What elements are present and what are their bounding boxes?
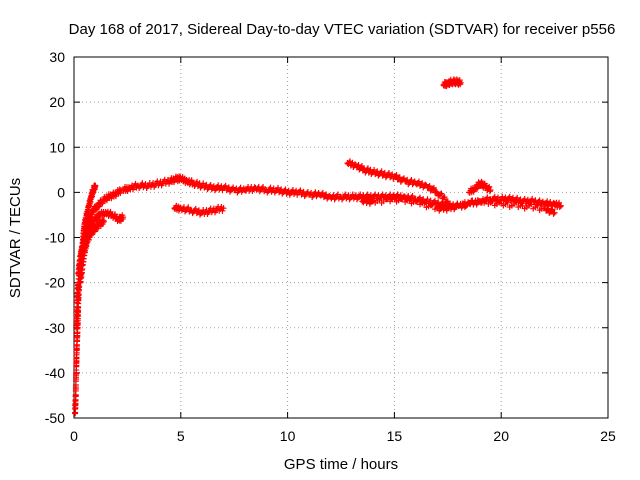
data-point: [468, 197, 475, 204]
data-point: [220, 205, 227, 212]
series-arc: [344, 158, 451, 206]
data-point: [440, 194, 447, 201]
x-tick-label: 0: [70, 428, 78, 444]
data-point: [421, 199, 428, 206]
data-point: [486, 188, 493, 195]
data-point: [550, 210, 557, 217]
data-point: [548, 207, 555, 214]
data-point: [437, 191, 444, 198]
data-point: [513, 199, 520, 206]
data-point: [534, 202, 541, 209]
data-point: [430, 184, 437, 191]
data-point: [422, 181, 429, 188]
data-point: [117, 190, 124, 197]
data-point: [556, 199, 563, 206]
data-point: [107, 208, 114, 215]
y-tick-label: -20: [45, 275, 65, 291]
data-point: [429, 201, 436, 208]
series-tail-4: [77, 217, 107, 286]
x-tick-label: 10: [280, 428, 296, 444]
data-point: [544, 206, 551, 213]
y-axis-label: SDTVAR / TECUs: [7, 178, 24, 298]
y-tick-label: 10: [49, 139, 65, 155]
x-tick-label: 5: [177, 428, 185, 444]
data-point: [358, 163, 365, 170]
data-point: [395, 175, 402, 182]
x-tick-label: 20: [493, 428, 509, 444]
series-main-low: [359, 194, 558, 217]
data-point: [100, 218, 107, 225]
data-point: [399, 194, 406, 201]
data-point: [393, 172, 400, 179]
data-point: [483, 196, 490, 203]
data-point: [457, 79, 464, 86]
data-point: [528, 201, 535, 208]
x-tick-label: 15: [387, 428, 403, 444]
data-point: [549, 206, 556, 213]
grid: [74, 57, 608, 418]
data-point: [438, 190, 445, 197]
data-point: [406, 196, 413, 203]
data-point: [433, 188, 440, 195]
x-tick-label: 25: [600, 428, 616, 444]
series-outlier: [440, 76, 464, 90]
data-points: [72, 76, 565, 417]
data-point: [486, 183, 493, 190]
data-point: [414, 196, 421, 203]
data-point: [545, 205, 552, 212]
series-segment-low: [171, 202, 227, 218]
y-tick-label: -40: [45, 365, 65, 381]
data-point: [441, 194, 448, 201]
data-point: [188, 177, 195, 184]
series-bump: [466, 178, 494, 196]
axis-ticks: 0 5 10 15 20 25 -50 -40 -30 -20 -10 0 10 20 30: [45, 49, 616, 444]
data-point: [556, 204, 563, 211]
y-tick-label: -50: [45, 410, 65, 426]
data-point: [347, 194, 354, 201]
data-point: [368, 197, 375, 204]
data-point: [384, 194, 391, 201]
y-tick-label: -30: [45, 320, 65, 336]
data-point: [444, 198, 451, 205]
x-axis-label: GPS time / hours: [284, 456, 398, 473]
data-point: [551, 209, 558, 216]
data-point: [429, 185, 436, 192]
chart-title: Day 168 of 2017, Sidereal Day-to-day VTE…: [69, 21, 616, 38]
y-tick-label: 0: [57, 184, 65, 200]
data-point: [459, 200, 466, 207]
data-point: [487, 187, 494, 194]
data-point: [219, 207, 226, 214]
y-tick-label: 20: [49, 94, 65, 110]
data-point: [120, 214, 127, 221]
data-point: [376, 196, 383, 203]
data-point: [489, 198, 496, 205]
data-point: [497, 196, 504, 203]
data-point: [396, 174, 403, 181]
data-point: [392, 173, 399, 180]
data-point: [401, 175, 408, 182]
data-point: [504, 199, 511, 206]
data-point: [426, 183, 433, 190]
data-point: [558, 202, 565, 209]
y-tick-label: -10: [45, 230, 65, 246]
data-point: [541, 203, 548, 210]
data-point: [425, 183, 432, 190]
data-point: [92, 182, 99, 189]
y-tick-label: 30: [49, 49, 65, 65]
